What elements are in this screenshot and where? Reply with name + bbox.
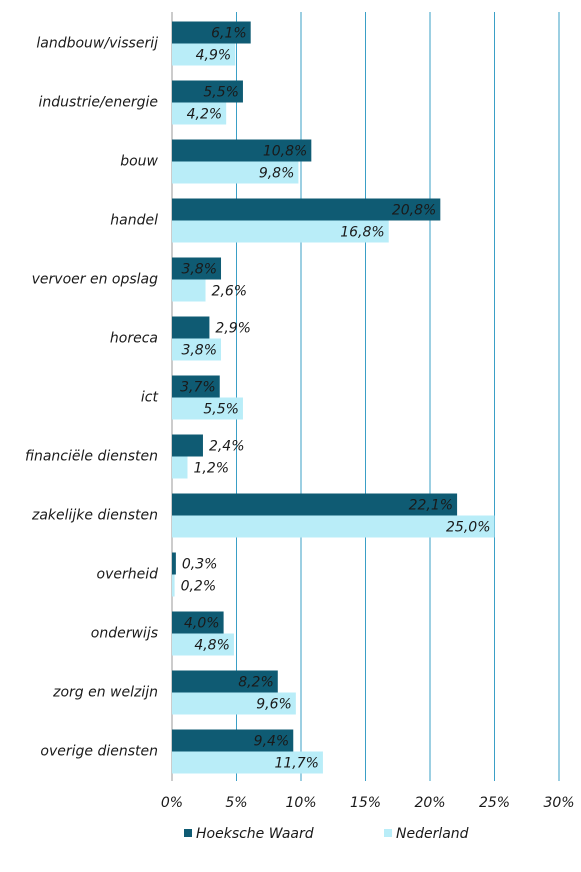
value-label: 4,0%	[184, 616, 220, 632]
value-label: 16,8%	[340, 225, 384, 241]
bar	[172, 316, 210, 339]
bar	[172, 161, 299, 184]
category-label: landbouw/visserij	[36, 36, 158, 52]
bar	[172, 574, 175, 597]
value-label: 3,7%	[180, 380, 216, 396]
category-label: onderwijs	[91, 626, 158, 642]
bar	[172, 633, 234, 656]
value-label: 3,8%	[181, 343, 217, 359]
bar	[172, 80, 243, 103]
bar	[172, 338, 222, 361]
bar	[172, 102, 227, 125]
value-label: 11,7%	[274, 756, 318, 772]
legend-swatch	[184, 829, 192, 837]
value-label: 2,4%	[209, 439, 245, 455]
category-label: horeca	[110, 331, 158, 347]
value-label: 2,9%	[215, 321, 251, 337]
bar	[172, 43, 236, 66]
value-label: 6,1%	[211, 26, 247, 42]
value-label: 25,0%	[446, 520, 490, 536]
x-tick-label: 30%	[543, 795, 574, 811]
value-label: 0,2%	[181, 579, 217, 595]
category-label: vervoer en opslag	[32, 272, 158, 288]
value-label: 5,5%	[203, 402, 239, 418]
value-label: 2,6%	[212, 284, 248, 300]
value-label: 20,8%	[392, 203, 436, 219]
bar	[172, 692, 296, 715]
value-label: 22,1%	[409, 498, 453, 514]
value-label: 9,6%	[256, 697, 292, 713]
category-label: overige diensten	[40, 744, 158, 760]
value-label: 0,3%	[182, 557, 218, 573]
value-label: 9,4%	[254, 734, 290, 750]
x-tick-label: 15%	[350, 795, 381, 811]
bar	[172, 552, 176, 575]
value-label: 4,2%	[187, 107, 223, 123]
legend-swatch	[384, 829, 392, 837]
bar	[172, 21, 251, 44]
legend-label: Nederland	[396, 826, 469, 842]
bar	[172, 139, 312, 162]
bar	[172, 729, 294, 752]
bar	[172, 198, 441, 221]
bar	[172, 456, 188, 479]
value-label: 3,8%	[181, 262, 217, 278]
category-label: financiële diensten	[25, 449, 158, 465]
value-label: 1,2%	[193, 461, 229, 477]
bar	[172, 279, 206, 302]
category-label: industrie/energie	[38, 95, 158, 111]
legend-label: Hoeksche Waard	[196, 826, 314, 842]
value-label: 9,8%	[259, 166, 295, 182]
value-label: 5,5%	[203, 85, 239, 101]
category-label: zorg en welzijn	[52, 685, 158, 701]
x-tick-label: 20%	[414, 795, 445, 811]
bar	[172, 375, 220, 398]
bar	[172, 434, 203, 457]
bar	[172, 670, 278, 693]
value-label: 4,8%	[194, 638, 230, 654]
category-label: zakelijke diensten	[31, 508, 158, 524]
category-label: handel	[110, 213, 158, 229]
x-tick-label: 5%	[225, 795, 247, 811]
bar	[172, 493, 458, 516]
bar	[172, 515, 495, 538]
value-label: 4,9%	[196, 48, 232, 64]
bar	[172, 611, 224, 634]
bar	[172, 751, 323, 774]
category-label: overheid	[97, 567, 159, 583]
bar	[172, 220, 389, 243]
bar	[172, 257, 222, 280]
x-tick-label: 25%	[479, 795, 510, 811]
x-tick-label: 10%	[285, 795, 316, 811]
value-label: 8,2%	[238, 675, 274, 691]
value-label: 10,8%	[263, 144, 307, 160]
bar	[172, 397, 243, 420]
category-label: ict	[141, 390, 159, 406]
x-tick-label: 0%	[161, 795, 183, 811]
category-label: bouw	[120, 154, 158, 170]
